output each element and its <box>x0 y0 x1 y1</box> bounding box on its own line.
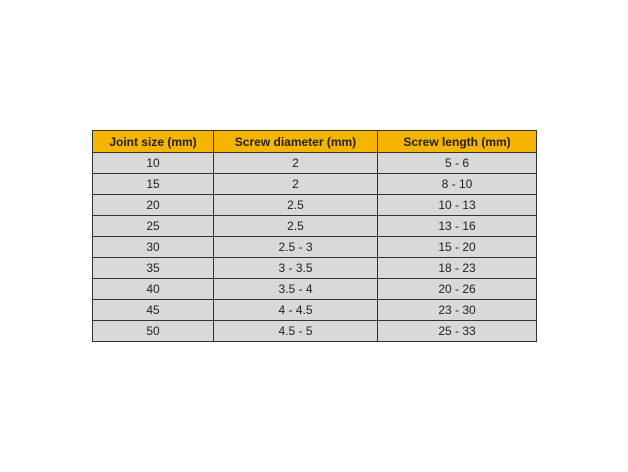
cell-screw-diameter: 3.5 - 4 <box>213 278 378 300</box>
cell-screw-length: 13 - 16 <box>377 215 537 237</box>
table-row: 10 2 5 - 6 <box>92 152 537 174</box>
cell-joint-size: 35 <box>92 257 214 279</box>
cell-screw-diameter: 2.5 - 3 <box>213 236 378 258</box>
cell-screw-diameter: 3 - 3.5 <box>213 257 378 279</box>
cell-screw-length: 20 - 26 <box>377 278 537 300</box>
table-header: Joint size (mm) Screw diameter (mm) Scre… <box>92 130 537 153</box>
table-row: 45 4 - 4.5 23 - 30 <box>92 299 537 321</box>
header-row: Joint size (mm) Screw diameter (mm) Scre… <box>92 130 537 153</box>
cell-joint-size: 50 <box>92 320 214 342</box>
cell-screw-length: 23 - 30 <box>377 299 537 321</box>
cell-screw-diameter: 2 <box>213 173 378 195</box>
cell-screw-diameter: 2.5 <box>213 215 378 237</box>
header-screw-length: Screw length (mm) <box>377 130 537 153</box>
cell-screw-length: 18 - 23 <box>377 257 537 279</box>
cell-screw-diameter: 2 <box>213 152 378 174</box>
cell-joint-size: 40 <box>92 278 214 300</box>
table-row: 50 4.5 - 5 25 - 33 <box>92 320 537 342</box>
cell-screw-length: 10 - 13 <box>377 194 537 216</box>
header-joint-size: Joint size (mm) <box>92 130 214 153</box>
table-row: 30 2.5 - 3 15 - 20 <box>92 236 537 258</box>
cell-joint-size: 30 <box>92 236 214 258</box>
cell-screw-diameter: 4.5 - 5 <box>213 320 378 342</box>
cell-joint-size: 20 <box>92 194 214 216</box>
cell-joint-size: 10 <box>92 152 214 174</box>
table-row: 35 3 - 3.5 18 - 23 <box>92 257 537 279</box>
cell-screw-diameter: 2.5 <box>213 194 378 216</box>
table-body: 10 2 5 - 6 15 2 8 - 10 20 2.5 10 - 13 25… <box>92 152 537 342</box>
table-row: 40 3.5 - 4 20 - 26 <box>92 278 537 300</box>
cell-joint-size: 25 <box>92 215 214 237</box>
screw-size-table: Joint size (mm) Screw diameter (mm) Scre… <box>92 130 537 342</box>
cell-joint-size: 45 <box>92 299 214 321</box>
table-row: 25 2.5 13 - 16 <box>92 215 537 237</box>
cell-screw-length: 25 - 33 <box>377 320 537 342</box>
cell-screw-length: 15 - 20 <box>377 236 537 258</box>
table-row: 20 2.5 10 - 13 <box>92 194 537 216</box>
header-screw-diameter: Screw diameter (mm) <box>213 130 378 153</box>
table-row: 15 2 8 - 10 <box>92 173 537 195</box>
cell-screw-diameter: 4 - 4.5 <box>213 299 378 321</box>
cell-screw-length: 8 - 10 <box>377 173 537 195</box>
cell-joint-size: 15 <box>92 173 214 195</box>
cell-screw-length: 5 - 6 <box>377 152 537 174</box>
